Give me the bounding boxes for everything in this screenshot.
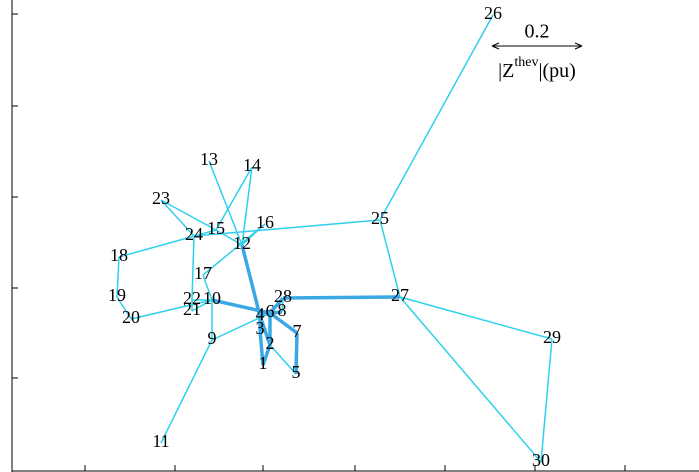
edge [282,295,401,300]
node-label: 10 [203,288,221,308]
edge [208,160,243,246]
node-label: 8 [278,300,287,320]
scale-unit: |Zthev|(pu) [498,55,576,81]
edge [202,223,266,276]
edge [193,219,381,237]
node-label: 26 [484,3,502,23]
node-label: 6 [266,301,275,321]
unit-main: |Z [498,60,514,82]
node-label: 14 [243,155,261,175]
node-label: 15 [207,218,225,238]
edge [160,199,195,237]
edge [399,296,542,463]
node-label: 23 [152,188,170,208]
edge [540,338,553,463]
edge [202,274,213,301]
node-label: 2 [266,333,275,353]
node-label: 1 [259,353,268,373]
axes [11,0,699,472]
node-label: 11 [152,431,169,451]
unit-suffix: |(pu) [539,60,576,82]
edge [258,329,265,366]
edge [240,244,262,317]
node-label: 20 [122,307,140,327]
node-label: 22 [183,288,201,308]
node-label: 30 [532,450,550,470]
node-label: 27 [391,285,409,305]
edges [116,14,553,463]
node-label: 13 [200,149,218,169]
node-label: 28 [274,286,292,306]
node-label: 5 [292,362,301,382]
edge [379,219,401,298]
edge [160,339,213,444]
edge [191,299,213,312]
node-label: 21 [183,299,201,319]
edge [215,166,253,231]
edge [399,296,553,340]
edge [191,235,195,301]
node-label: 29 [543,327,561,347]
edge [379,14,494,221]
node-label: 12 [233,233,251,253]
edge [116,256,120,298]
edge [118,229,217,258]
edge [211,312,271,341]
edge [294,332,299,375]
node-label: 3 [256,318,265,338]
node-label: 7 [293,321,302,341]
edge [268,311,299,335]
scale-value: 0.2 [525,21,550,43]
edge [268,296,285,315]
node-label: 19 [108,285,126,305]
node-label: 24 [185,224,203,244]
node-label: 4 [256,304,265,324]
unit-sup: thev [514,55,538,70]
node-label: 18 [110,245,128,265]
node-label: 9 [208,328,217,348]
scale-bar: 0.2 |Zthev|(pu) [491,21,583,82]
node-label: 25 [371,208,389,228]
node-label: 17 [194,263,212,283]
edge [130,299,213,320]
edge [215,229,243,246]
arrow-heads [491,42,583,50]
node-label: 16 [256,212,274,232]
edge [269,344,297,375]
edge [160,199,217,231]
edge [116,296,132,320]
